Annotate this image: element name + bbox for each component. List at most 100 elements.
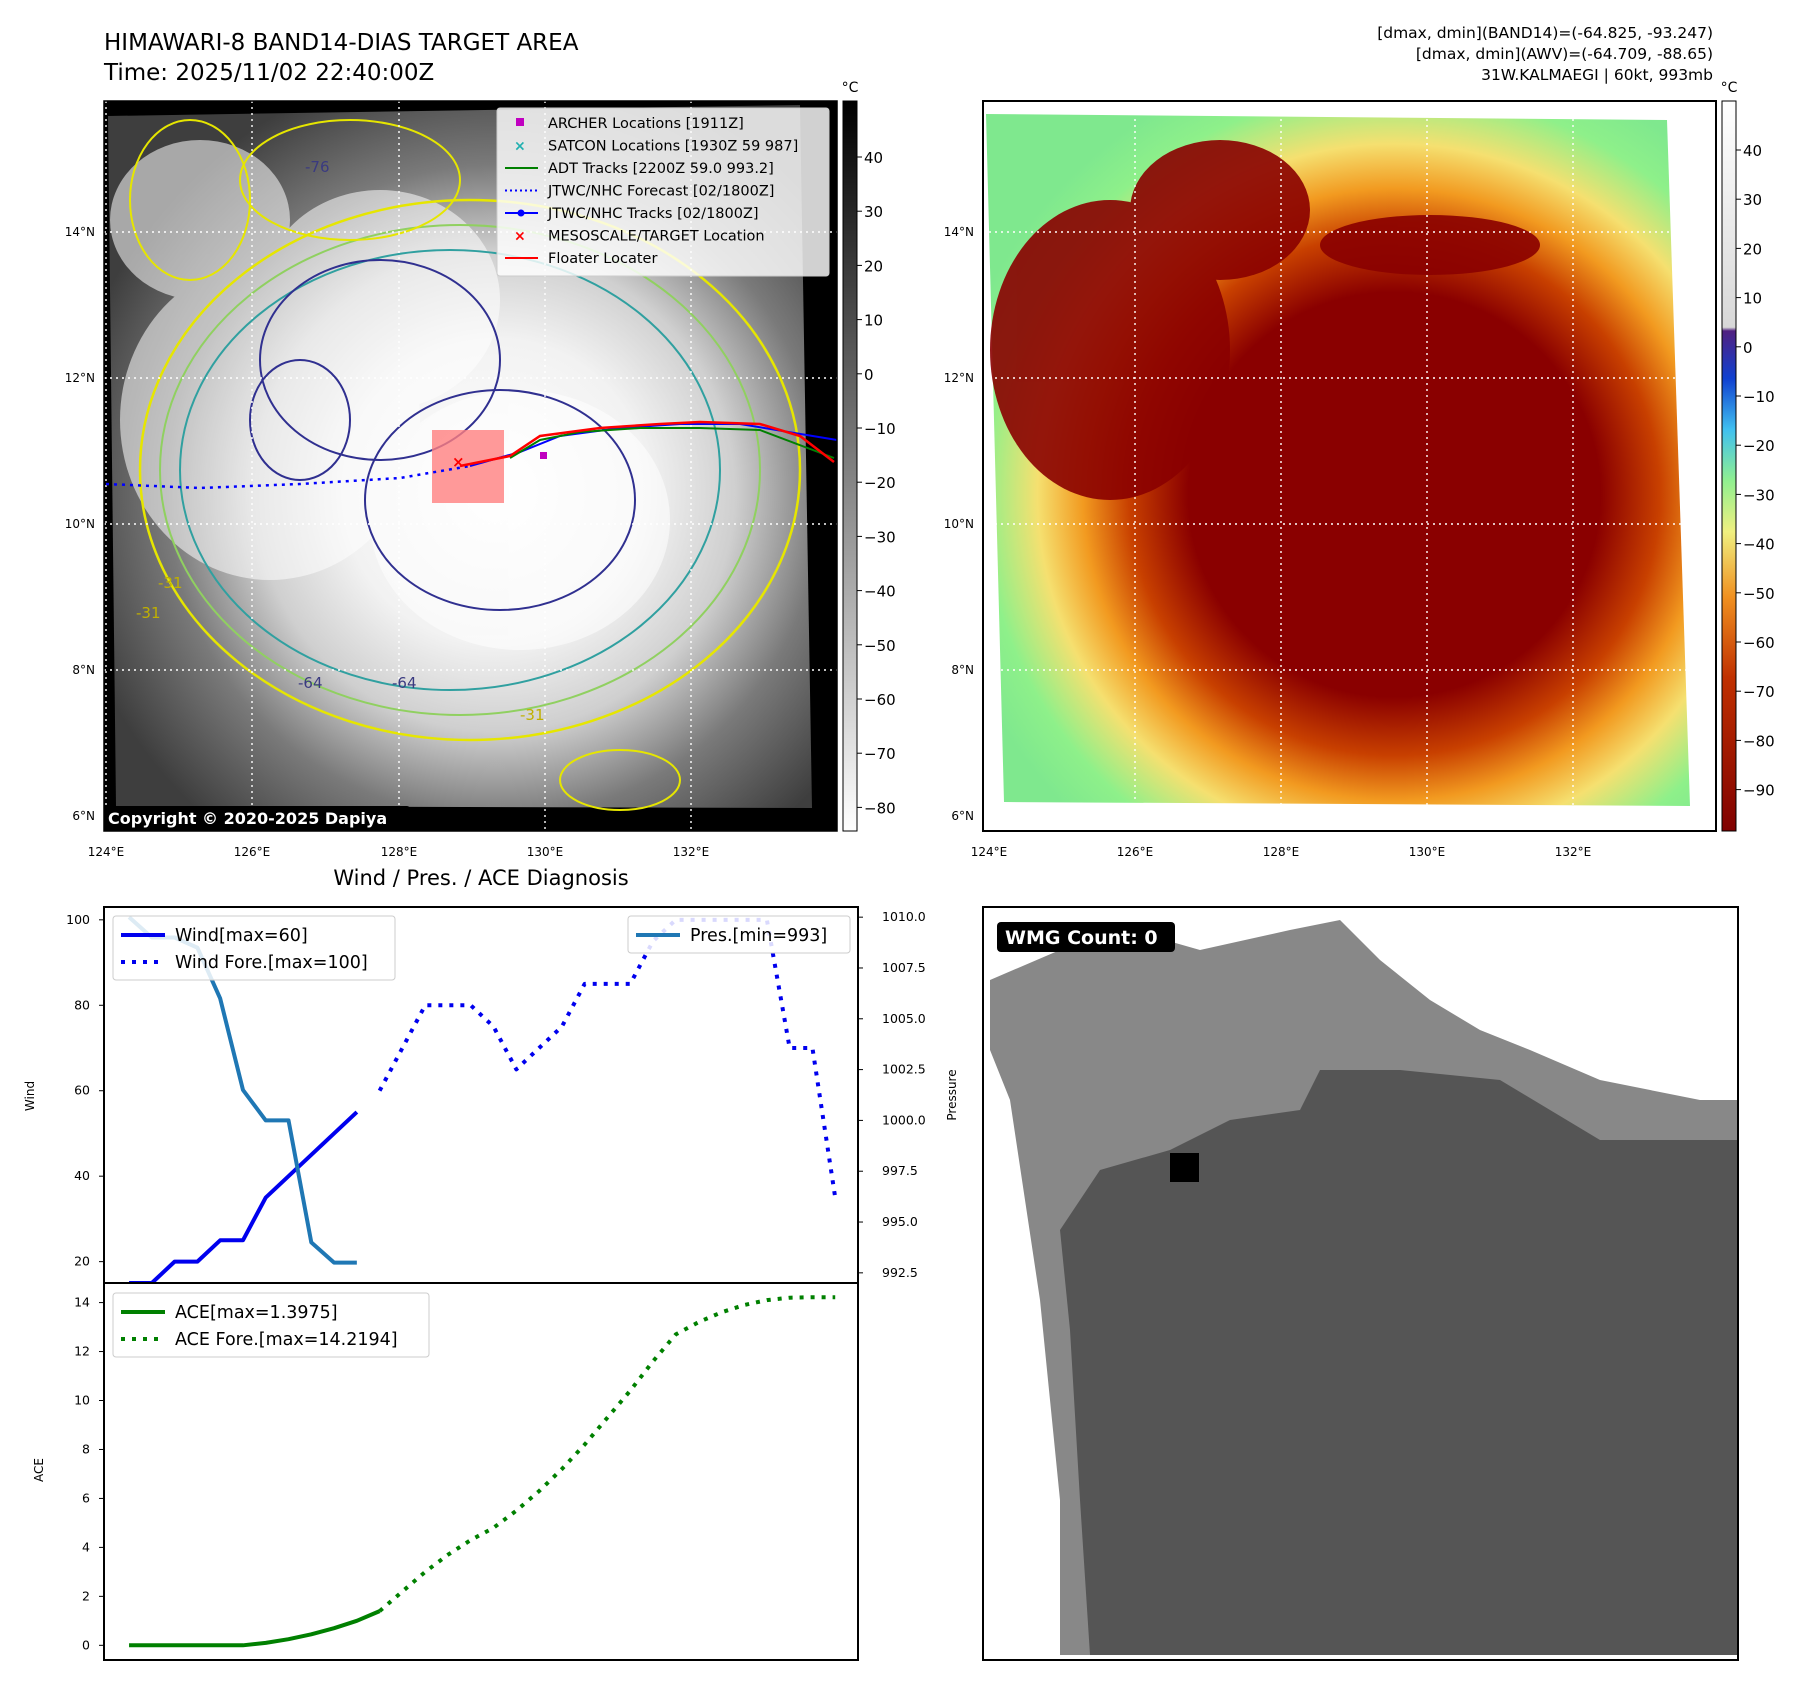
color-map-panel: 14°N 12°N 10°N 8°N 6°N 124°E 126°E 128°E… xyxy=(944,80,1775,859)
color-colorbar-unit: °C xyxy=(1721,80,1738,96)
adt-track xyxy=(509,427,835,459)
wmg-ylabel: Pressure xyxy=(945,1069,959,1120)
ir-lat-labels: 14°N 12°N 10°N 8°N 6°N xyxy=(65,225,95,823)
lon-label: 126°E xyxy=(1117,845,1154,859)
legend-swatch-dot xyxy=(517,209,525,217)
colorbar-tick-label: 20 xyxy=(1743,240,1762,258)
contour-label: -64 xyxy=(298,674,323,692)
figure-title: HIMAWARI-8 BAND14-DIAS TARGET AREA xyxy=(104,30,579,56)
chart-legend-box xyxy=(627,915,851,954)
contour-label: -31 xyxy=(136,604,161,622)
chart-legend-box xyxy=(112,1292,430,1358)
contour-label: -64 xyxy=(392,674,417,692)
y2-tick-label: 997.5 xyxy=(882,1163,918,1178)
info-line-2: [dmax, dmin](AWV)=(-64.709, -88.65) xyxy=(1416,45,1713,63)
cold-cloud-blobs xyxy=(990,140,1540,500)
chart-legend: ACE[max=1.3975] ACE Fore.[max=14.2194] xyxy=(112,1292,430,1358)
lon-label: 126°E xyxy=(234,845,271,859)
legend-swatch xyxy=(516,118,524,126)
ir-cloud-texture xyxy=(110,140,670,650)
y-tick-label: 0 xyxy=(82,1637,90,1652)
y2-tick-label: 1007.5 xyxy=(882,960,926,975)
wmg-badge xyxy=(997,922,1175,952)
lat-label: 14°N xyxy=(944,225,974,239)
y-tick-label: 80 xyxy=(74,997,90,1012)
lon-label: 128°E xyxy=(381,845,418,859)
lat-label: 10°N xyxy=(944,517,974,531)
legend-item: ARCHER Locations [1911Z] xyxy=(516,116,744,132)
chart-legend-label: ACE[max=1.3975] xyxy=(175,1303,338,1323)
y2-tick-label: 1000.0 xyxy=(882,1112,926,1127)
colorbar-tick-label: −90 xyxy=(1743,782,1775,800)
colorbar-tick-label: 10 xyxy=(864,312,883,330)
lon-label: 130°E xyxy=(1409,845,1446,859)
legend-label: JTWC/NHC Tracks [02/1800Z] xyxy=(547,206,759,222)
legend-swatch: × xyxy=(514,229,526,245)
colorbar-tick-label: −50 xyxy=(1743,585,1775,603)
colorbar-tick-label: 40 xyxy=(864,149,883,167)
lon-label: 124°E xyxy=(88,845,125,859)
y2-tick-label: 1010.0 xyxy=(882,909,926,924)
legend-label: ADT Tracks [2200Z 59.0 993.2] xyxy=(548,161,774,177)
wmg-panel: WMG Count: 0 Pressure xyxy=(945,906,1739,1661)
ir-colorbar xyxy=(842,100,858,832)
colorbar-tick-label: 20 xyxy=(864,257,883,275)
info-line-3: 31W.KALMAEGI | 60kt, 993mb xyxy=(1481,66,1713,84)
y-tick-label: 40 xyxy=(74,1168,90,1183)
y-tick-label: 4 xyxy=(82,1539,90,1554)
colorbar-tick-label: −70 xyxy=(864,745,896,763)
colorbar-tick-label: −30 xyxy=(864,528,896,546)
target-area-box xyxy=(432,430,504,503)
lat-label: 10°N xyxy=(65,517,95,531)
colorbar-tick-label: 0 xyxy=(864,366,874,384)
diagnosis-title: Wind / Pres. / ACE Diagnosis xyxy=(333,866,628,890)
legend-item: × MESOSCALE/TARGET Location xyxy=(514,229,765,245)
y2-tick-label: 1005.0 xyxy=(882,1011,926,1026)
series-line xyxy=(129,1609,381,1648)
target-marker: × xyxy=(452,453,465,471)
y-tick-label: 14 xyxy=(74,1295,90,1310)
lat-label: 6°N xyxy=(72,809,95,823)
info-line-1: [dmax, dmin](BAND14)=(-64.825, -93.247) xyxy=(1377,24,1713,42)
wind-pressure-chart: Wind 20 40 60 80 100 992.5 995.0 997.5 1000.0 100… xyxy=(23,906,926,1285)
lat-label: 8°N xyxy=(951,663,974,677)
ir-colorbar-unit: °C xyxy=(842,80,859,96)
chart-legend: Pres.[min=993] xyxy=(627,915,851,954)
y-tick-label: 6 xyxy=(82,1490,90,1505)
copyright-box xyxy=(104,806,410,830)
colorbar-tick-label: −30 xyxy=(1743,486,1775,504)
jtwc-forecast-track xyxy=(105,464,471,490)
wind-ylabel: Wind xyxy=(23,1081,37,1111)
ir-legend: ARCHER Locations [1911Z] × SATCON Location… xyxy=(496,107,830,277)
series-line xyxy=(378,1295,836,1613)
contour-label: -31 xyxy=(520,706,545,724)
color-gridlines xyxy=(983,101,1716,831)
ir-contours xyxy=(129,119,802,811)
colorbar-tick-label: −10 xyxy=(1743,388,1775,406)
legend-item: Floater Locater xyxy=(505,251,657,267)
y-tick-label: 100 xyxy=(66,912,90,927)
y-tick-label: 8 xyxy=(82,1441,90,1456)
ace-chart: ACE 0 2 4 6 8 10 12 14 ACE[max=1.3975] ACE Fore.[… xyxy=(32,1282,859,1661)
lon-label: 132°E xyxy=(1555,845,1592,859)
colorbar-tick-label: −40 xyxy=(864,583,896,601)
lon-label: 124°E xyxy=(971,845,1008,859)
legend-label: MESOSCALE/TARGET Location xyxy=(548,229,765,245)
y-tick-label: 20 xyxy=(74,1254,90,1269)
ir-map-frame xyxy=(103,100,838,832)
colorbar-tick-label: −60 xyxy=(864,691,896,709)
wmg-black-cell xyxy=(1170,1153,1199,1182)
color-lon-labels: 124°E 126°E 128°E 130°E 132°E xyxy=(971,845,1592,859)
lon-label: 132°E xyxy=(673,845,710,859)
legend-swatch: × xyxy=(514,139,526,155)
chart-legend-label: ACE Fore.[max=14.2194] xyxy=(175,1330,398,1350)
figure-time: Time: 2025/11/02 22:40:00Z xyxy=(103,60,434,86)
contour-label: -31 xyxy=(158,574,183,592)
legend-label: JTWC/NHC Forecast [02/1800Z] xyxy=(547,184,774,200)
colorbar-tick-label: −40 xyxy=(1743,536,1775,554)
chart-legend-label: Wind Fore.[max=100] xyxy=(175,953,368,973)
lon-label: 130°E xyxy=(527,845,564,859)
colorbar-tick-label: −80 xyxy=(1743,732,1775,750)
color-lat-labels: 14°N 12°N 10°N 8°N 6°N xyxy=(944,225,974,823)
